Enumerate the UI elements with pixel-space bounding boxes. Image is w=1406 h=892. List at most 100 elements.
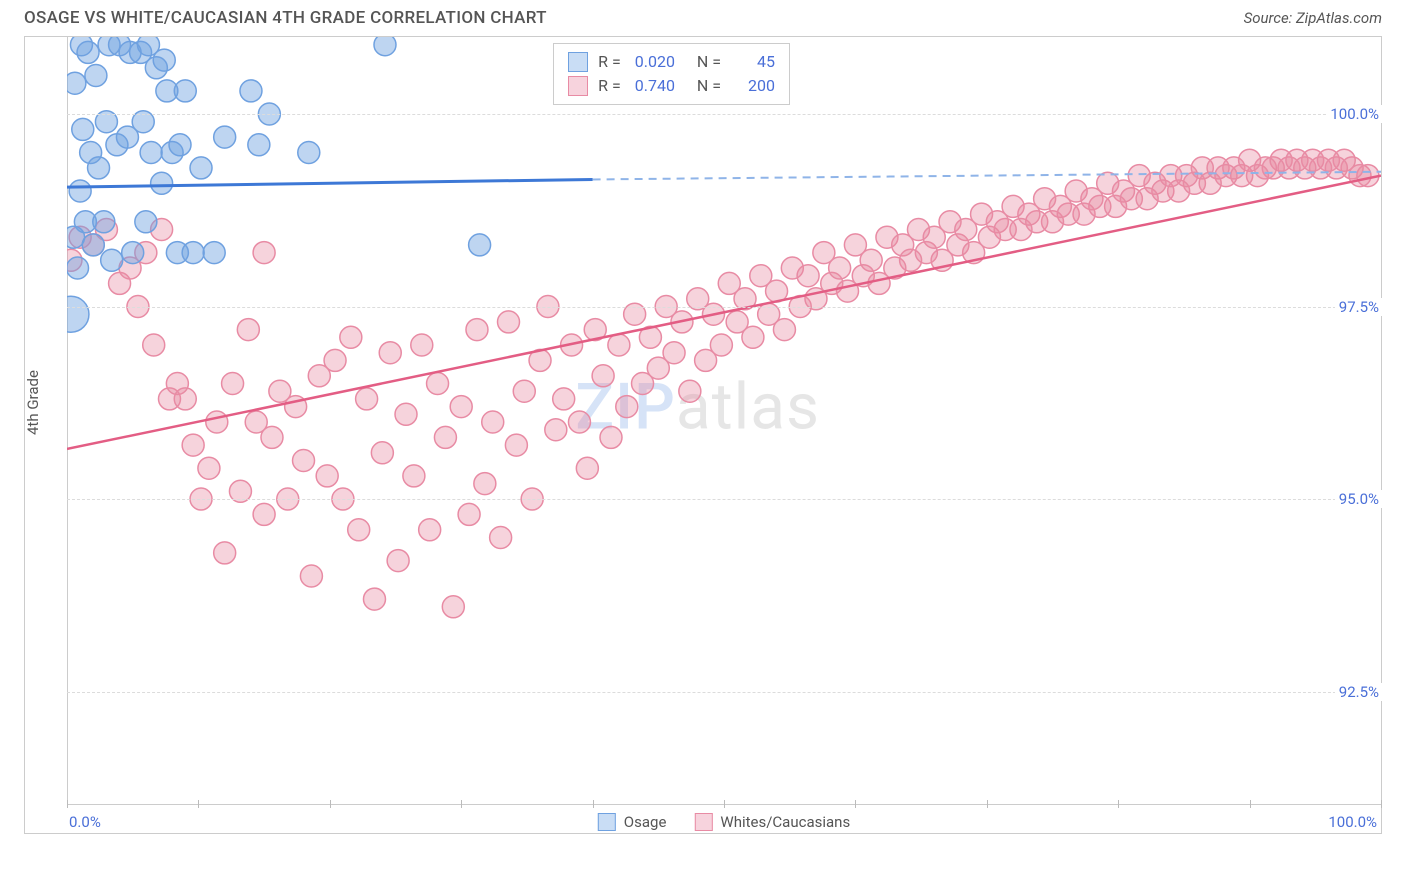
whites-point <box>285 396 307 418</box>
osage-point <box>469 234 491 256</box>
whites-point <box>1223 157 1245 179</box>
whites-point <box>616 396 638 418</box>
osage-point <box>67 296 89 332</box>
whites-point <box>363 588 385 610</box>
osage-point <box>119 41 141 63</box>
x-tick <box>1381 800 1382 808</box>
whites-point <box>442 596 464 618</box>
whites-point <box>1136 188 1158 210</box>
whites-point <box>293 450 315 472</box>
whites-point <box>718 272 740 294</box>
osage-point <box>106 134 128 156</box>
whites-point <box>109 272 131 294</box>
osage-trendline-dash <box>593 172 1381 180</box>
whites-point <box>1215 165 1237 187</box>
legend-stat-row: R = 0.740 N = 200 <box>568 74 775 98</box>
osage-point <box>137 37 159 56</box>
whites-point <box>1310 157 1332 179</box>
whites-point <box>1357 165 1379 187</box>
whites-point <box>632 373 654 395</box>
whites-point <box>1097 172 1119 194</box>
whites-point <box>82 234 104 256</box>
whites-point <box>182 434 204 456</box>
whites-point <box>1254 157 1276 179</box>
whites-point <box>1152 180 1174 202</box>
whites-point <box>434 426 456 448</box>
gridline-h <box>67 499 1381 500</box>
whites-point <box>781 257 803 279</box>
whites-point <box>1105 195 1127 217</box>
whites-point <box>1191 157 1213 179</box>
whites-point <box>316 465 338 487</box>
y-tick-label: 100.0% <box>1326 105 1383 123</box>
whites-point <box>356 388 378 410</box>
x-axis-min-label: 0.0% <box>69 813 101 831</box>
whites-point <box>498 311 520 333</box>
osage-point <box>74 211 96 233</box>
whites-point <box>837 280 859 302</box>
osage-point <box>77 41 99 63</box>
whites-point <box>710 334 732 356</box>
chart-source: Source: ZipAtlas.com <box>1244 9 1382 27</box>
whites-point <box>119 257 141 279</box>
legend-stat-row: R = 0.020 N = 45 <box>568 50 775 74</box>
whites-point <box>1144 172 1166 194</box>
whites-point <box>907 219 929 241</box>
whites-trendline <box>67 176 1381 449</box>
chart-container: 4th Grade ZIPatlas R = 0.020 N = 45R = 0… <box>24 36 1382 834</box>
whites-point <box>490 527 512 549</box>
osage-point <box>82 234 104 256</box>
osage-point <box>80 142 102 164</box>
whites-point <box>1349 165 1371 187</box>
whites-point <box>505 434 527 456</box>
whites-point <box>1160 165 1182 187</box>
whites-point <box>679 380 701 402</box>
whites-point <box>67 249 82 271</box>
whites-point <box>900 249 922 271</box>
whites-point <box>915 242 937 264</box>
watermark: ZIPatlas <box>575 369 820 444</box>
whites-point <box>797 265 819 287</box>
osage-point <box>70 37 92 56</box>
osage-point <box>145 57 167 79</box>
whites-point <box>529 349 551 371</box>
osage-point <box>248 134 270 156</box>
osage-point <box>214 126 236 148</box>
osage-point <box>88 157 110 179</box>
gridline-h <box>67 692 1381 693</box>
legend-swatch <box>568 52 588 72</box>
osage-point <box>174 80 196 102</box>
whites-point <box>561 334 583 356</box>
whites-point <box>1010 219 1032 241</box>
whites-point <box>513 380 535 402</box>
whites-point <box>458 503 480 525</box>
x-axis-max-label: 100.0% <box>1328 813 1377 831</box>
whites-point <box>829 257 851 279</box>
whites-point <box>482 411 504 433</box>
whites-point <box>695 349 717 371</box>
osage-point <box>109 37 131 56</box>
whites-point <box>584 319 606 341</box>
whites-point <box>395 403 417 425</box>
gridline-h <box>67 307 1381 308</box>
whites-point <box>308 365 330 387</box>
whites-point <box>947 234 969 256</box>
whites-point <box>1317 149 1339 171</box>
legend-item: Osage <box>598 813 667 831</box>
whites-point <box>726 311 748 333</box>
whites-point <box>427 373 449 395</box>
legend-swatch <box>598 813 616 831</box>
whites-point <box>1073 203 1095 225</box>
whites-point <box>939 211 961 233</box>
legend-swatch <box>694 813 712 831</box>
whites-point <box>1176 165 1198 187</box>
osage-point <box>298 142 320 164</box>
whites-point <box>198 457 220 479</box>
chart-title: OSAGE VS WHITE/CAUCASIAN 4TH GRADE CORRE… <box>24 8 547 28</box>
plot-area: ZIPatlas R = 0.020 N = 45R = 0.740 N = 2… <box>67 37 1381 807</box>
whites-point <box>300 565 322 587</box>
whites-point <box>1018 203 1040 225</box>
whites-point <box>253 242 275 264</box>
whites-point <box>158 388 180 410</box>
whites-point <box>1246 165 1268 187</box>
